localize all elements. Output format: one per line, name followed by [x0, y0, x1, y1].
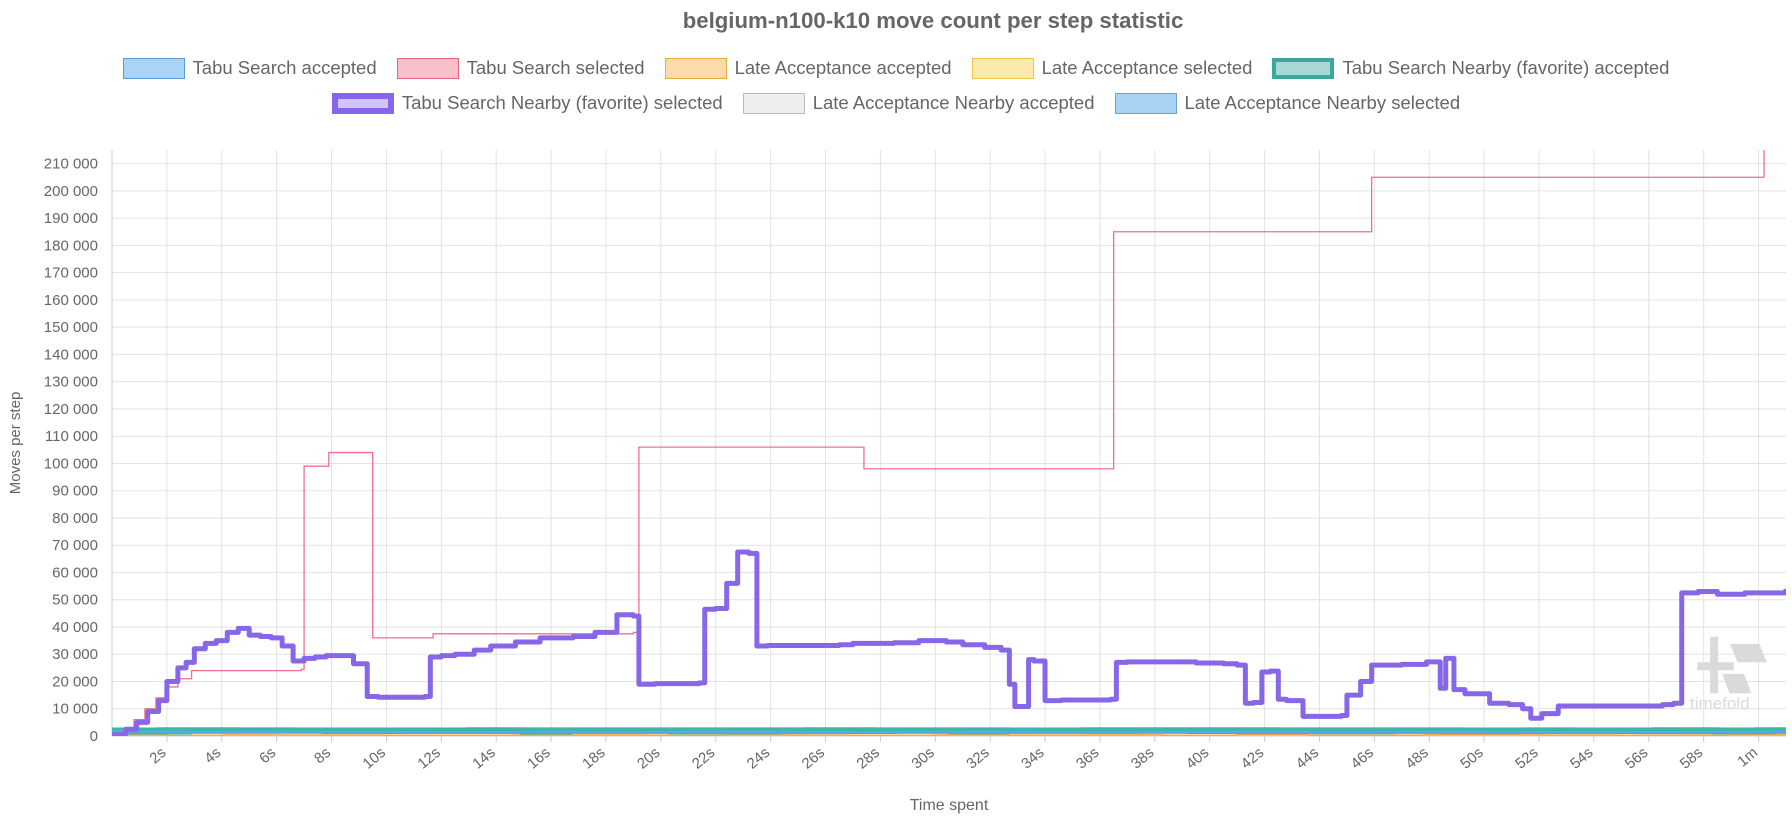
svg-text:210 000: 210 000 — [44, 156, 98, 173]
svg-text:10 000: 10 000 — [52, 701, 98, 718]
svg-text:belgium-n100-k10 move count pe: belgium-n100-k10 move count per step sta… — [683, 8, 1184, 33]
svg-text:110 000: 110 000 — [45, 428, 98, 445]
svg-text:90 000: 90 000 — [52, 483, 98, 500]
svg-text:70 000: 70 000 — [52, 537, 98, 554]
svg-text:50 000: 50 000 — [52, 592, 98, 609]
svg-text:timefold: timefold — [1690, 694, 1750, 713]
svg-text:200 000: 200 000 — [44, 183, 98, 200]
svg-text:150 000: 150 000 — [44, 319, 98, 336]
svg-text:180 000: 180 000 — [44, 237, 98, 254]
svg-text:170 000: 170 000 — [44, 265, 98, 282]
svg-text:160 000: 160 000 — [44, 292, 98, 309]
svg-text:20 000: 20 000 — [52, 673, 98, 690]
svg-text:100 000: 100 000 — [44, 455, 98, 472]
svg-text:Moves per step: Moves per step — [7, 392, 24, 495]
svg-text:120 000: 120 000 — [44, 401, 98, 418]
svg-text:130 000: 130 000 — [44, 374, 98, 391]
svg-text:190 000: 190 000 — [44, 210, 98, 227]
svg-text:Time spent: Time spent — [910, 797, 989, 814]
svg-text:40 000: 40 000 — [52, 619, 98, 636]
svg-text:60 000: 60 000 — [52, 564, 98, 581]
svg-text:80 000: 80 000 — [52, 510, 98, 527]
svg-text:0: 0 — [90, 728, 98, 745]
svg-text:140 000: 140 000 — [44, 346, 98, 363]
svg-text:30 000: 30 000 — [52, 646, 98, 663]
